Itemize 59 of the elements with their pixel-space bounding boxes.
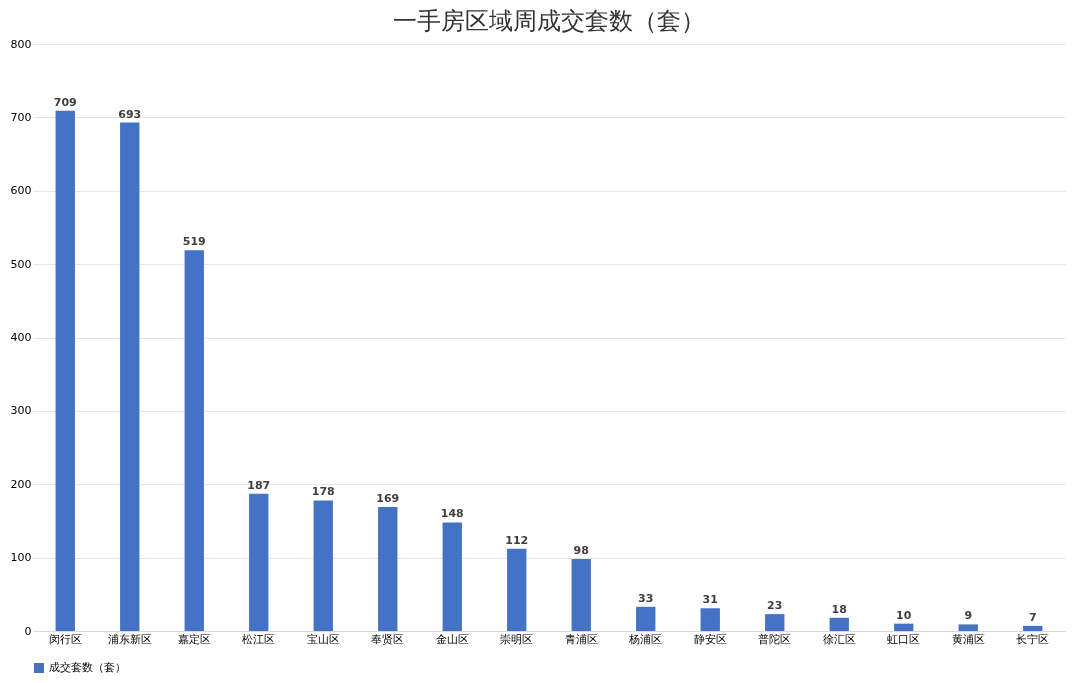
y-tick-label: 600 (10, 184, 32, 198)
y-tick-label: 300 (10, 404, 32, 418)
x-tick-label: 徐汇区 (822, 632, 856, 646)
x-tick-label: 黄浦区 (951, 632, 985, 646)
chart-title: 一手房区域周成交套数（套） (393, 7, 705, 35)
x-tick-label: 静安区 (693, 632, 727, 646)
y-tick-label: 500 (10, 257, 32, 271)
bar (442, 522, 462, 631)
x-tick-label: 杨浦区 (628, 632, 663, 646)
y-tick-label: 0 (24, 624, 32, 638)
bar (313, 500, 333, 631)
bar (636, 606, 656, 631)
bar (507, 548, 527, 631)
bar (829, 617, 849, 631)
x-tick-label: 闵行区 (48, 632, 82, 646)
y-tick-label: 400 (10, 331, 32, 344)
bar (1023, 625, 1043, 631)
data-label: 31 (702, 593, 718, 607)
x-tick-label: 浦东新区 (107, 632, 152, 646)
data-label: 33 (638, 591, 654, 605)
x-tick-label: 崇明区 (500, 632, 534, 646)
data-label: 709 (53, 95, 77, 109)
y-tick-label: 800 (10, 37, 32, 51)
data-label: 23 (767, 599, 783, 613)
data-label: 693 (118, 107, 142, 121)
bar (958, 624, 978, 631)
x-tick-label: 嘉定区 (177, 632, 211, 646)
data-label: 519 (182, 235, 206, 249)
data-label: 7 (1028, 610, 1037, 624)
data-label: 18 (831, 602, 847, 616)
x-tick-label: 长宁区 (1016, 632, 1050, 646)
data-label: 187 (247, 478, 271, 492)
bar (184, 250, 204, 631)
bar (894, 623, 914, 631)
x-tick-label: 奉贤区 (371, 632, 405, 646)
y-tick-label: 700 (10, 110, 32, 124)
bar (120, 122, 140, 631)
data-label: 9 (964, 609, 973, 623)
x-tick-label: 青浦区 (564, 632, 598, 646)
x-tick-label: 金山区 (435, 632, 469, 646)
bar (765, 614, 785, 631)
y-tick-label: 200 (10, 477, 32, 491)
x-tick-label: 松江区 (242, 632, 276, 646)
bar (378, 507, 398, 631)
data-label: 169 (376, 492, 400, 505)
bar (571, 559, 591, 631)
x-tick-label: 宝山区 (306, 632, 340, 646)
bar (249, 493, 269, 631)
data-label: 178 (311, 485, 335, 499)
data-label: 148 (440, 507, 464, 521)
data-label: 10 (896, 608, 912, 622)
legend-label: 成交套数（套） (49, 661, 126, 674)
x-tick-label: 普陀区 (758, 632, 792, 646)
x-tick-label: 虹口区 (887, 632, 921, 646)
data-label: 98 (573, 544, 589, 558)
y-tick-label: 100 (10, 551, 32, 565)
data-label: 112 (505, 533, 529, 547)
bar (700, 608, 720, 631)
bar (55, 110, 75, 631)
